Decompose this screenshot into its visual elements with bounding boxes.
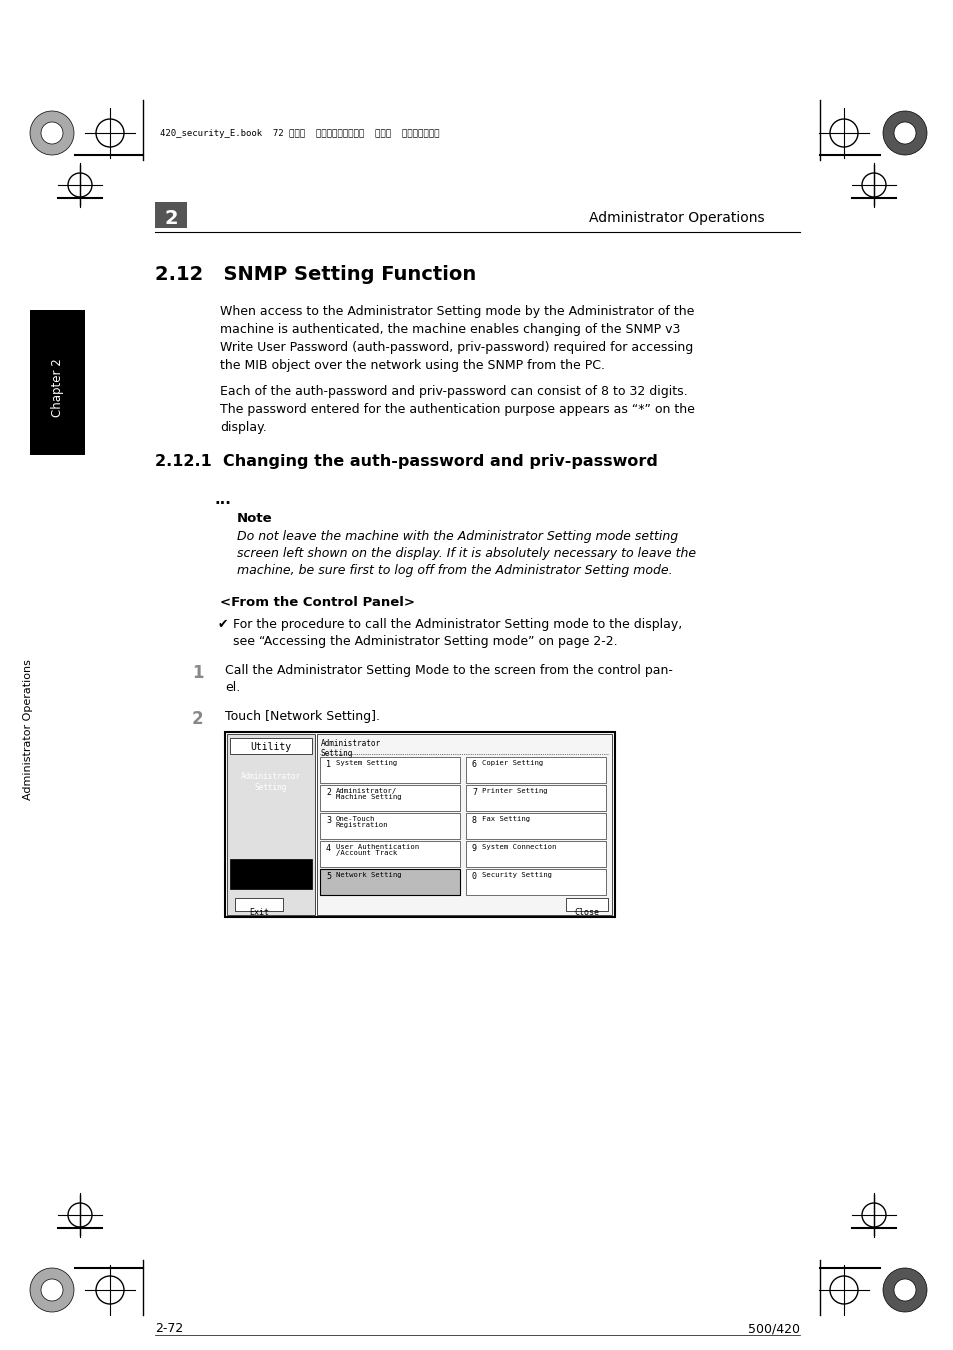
FancyBboxPatch shape	[565, 898, 607, 911]
Text: machine is authenticated, the machine enables changing of the SNMP v3: machine is authenticated, the machine en…	[220, 323, 679, 336]
Text: Administrator/
Machine Setting: Administrator/ Machine Setting	[335, 788, 401, 801]
FancyBboxPatch shape	[319, 757, 459, 783]
Text: the MIB object over the network using the SNMP from the PC.: the MIB object over the network using th…	[220, 359, 604, 373]
Text: For the procedure to call the Administrator Setting mode to the display,: For the procedure to call the Administra…	[233, 618, 681, 630]
Text: Do not leave the machine with the Administrator Setting mode setting: Do not leave the machine with the Admini…	[236, 531, 678, 543]
Text: 2.12   SNMP Setting Function: 2.12 SNMP Setting Function	[154, 265, 476, 284]
FancyBboxPatch shape	[465, 841, 605, 867]
Text: display.: display.	[220, 421, 267, 433]
Text: ...: ...	[214, 491, 232, 508]
FancyBboxPatch shape	[225, 732, 615, 917]
FancyBboxPatch shape	[319, 784, 459, 811]
Text: ✔: ✔	[218, 618, 229, 630]
FancyBboxPatch shape	[319, 813, 459, 838]
Circle shape	[41, 1278, 63, 1301]
FancyBboxPatch shape	[465, 813, 605, 838]
FancyBboxPatch shape	[465, 869, 605, 895]
Text: One-Touch
Registration: One-Touch Registration	[335, 815, 388, 829]
Text: Chapter 2: Chapter 2	[51, 359, 64, 417]
Text: Printer Setting: Printer Setting	[481, 788, 547, 794]
Text: Administrator
Setting: Administrator Setting	[241, 772, 301, 792]
FancyBboxPatch shape	[465, 757, 605, 783]
Text: Write User Password (auth-password, priv-password) required for accessing: Write User Password (auth-password, priv…	[220, 342, 693, 354]
Text: Utility: Utility	[251, 743, 292, 752]
Text: 500/420: 500/420	[747, 1322, 800, 1335]
Text: machine, be sure first to log off from the Administrator Setting mode.: machine, be sure first to log off from t…	[236, 564, 672, 576]
Text: 7: 7	[472, 788, 476, 796]
Text: 1: 1	[192, 664, 203, 682]
Text: Administrator Operations: Administrator Operations	[589, 211, 764, 225]
FancyBboxPatch shape	[319, 869, 459, 895]
FancyBboxPatch shape	[316, 734, 612, 915]
Text: 6: 6	[472, 760, 476, 770]
Circle shape	[882, 1268, 926, 1312]
FancyBboxPatch shape	[227, 734, 314, 915]
Text: Fax Setting: Fax Setting	[481, 815, 530, 822]
FancyBboxPatch shape	[319, 841, 459, 867]
Text: 2.12.1  Changing the auth-password and priv-password: 2.12.1 Changing the auth-password and pr…	[154, 454, 658, 468]
Text: 2: 2	[164, 208, 177, 228]
FancyBboxPatch shape	[319, 869, 459, 895]
Text: 1: 1	[326, 760, 331, 770]
Text: Call the Administrator Setting Mode to the screen from the control pan-: Call the Administrator Setting Mode to t…	[225, 664, 672, 676]
Text: 420_security_E.book  72 ページ  ２００７年３月７日  水曜日  午後３時１５分: 420_security_E.book 72 ページ ２００７年３月７日 水曜日…	[160, 128, 439, 138]
Text: System Setting: System Setting	[335, 760, 396, 765]
Text: Copier Setting: Copier Setting	[481, 760, 542, 765]
Text: User Authentication
/Account Track: User Authentication /Account Track	[335, 844, 418, 856]
Text: Network Setting: Network Setting	[335, 872, 401, 878]
FancyBboxPatch shape	[30, 310, 85, 455]
Text: 2: 2	[326, 788, 331, 796]
Text: Each of the auth-password and priv-password can consist of 8 to 32 digits.: Each of the auth-password and priv-passw…	[220, 385, 687, 398]
Text: Network Setting: Network Setting	[335, 872, 401, 878]
Text: When access to the Administrator Setting mode by the Administrator of the: When access to the Administrator Setting…	[220, 305, 694, 319]
Text: The password entered for the authentication purpose appears as “*” on the: The password entered for the authenticat…	[220, 404, 694, 416]
FancyBboxPatch shape	[230, 859, 312, 890]
Circle shape	[893, 122, 915, 144]
Text: see “Accessing the Administrator Setting mode” on page 2-2.: see “Accessing the Administrator Setting…	[233, 634, 617, 648]
Text: 4: 4	[326, 844, 331, 853]
Text: 5: 5	[326, 872, 331, 882]
Circle shape	[882, 111, 926, 155]
Text: Administrator Operations: Administrator Operations	[23, 660, 33, 801]
FancyBboxPatch shape	[230, 738, 312, 755]
Text: System Connection: System Connection	[481, 844, 556, 850]
Text: el.: el.	[225, 680, 240, 694]
Circle shape	[30, 111, 74, 155]
Text: Administrator
Setting: Administrator Setting	[320, 738, 381, 759]
Text: 5: 5	[326, 872, 331, 882]
Text: Security Setting: Security Setting	[481, 872, 552, 878]
Text: 9: 9	[472, 844, 476, 853]
Text: Note: Note	[236, 512, 273, 525]
Text: 2: 2	[192, 710, 203, 728]
Text: Exit: Exit	[249, 909, 269, 917]
Text: 8: 8	[472, 815, 476, 825]
Text: 2-72: 2-72	[154, 1322, 183, 1335]
Text: Close: Close	[574, 909, 598, 917]
FancyBboxPatch shape	[465, 784, 605, 811]
Text: <From the Control Panel>: <From the Control Panel>	[220, 595, 415, 609]
Text: screen left shown on the display. If it is absolutely necessary to leave the: screen left shown on the display. If it …	[236, 547, 696, 560]
FancyBboxPatch shape	[154, 202, 187, 228]
Circle shape	[30, 1268, 74, 1312]
Circle shape	[893, 1278, 915, 1301]
Text: 3: 3	[326, 815, 331, 825]
Circle shape	[41, 122, 63, 144]
Text: Touch [Network Setting].: Touch [Network Setting].	[225, 710, 379, 724]
FancyBboxPatch shape	[234, 898, 283, 911]
Text: 0: 0	[472, 872, 476, 882]
